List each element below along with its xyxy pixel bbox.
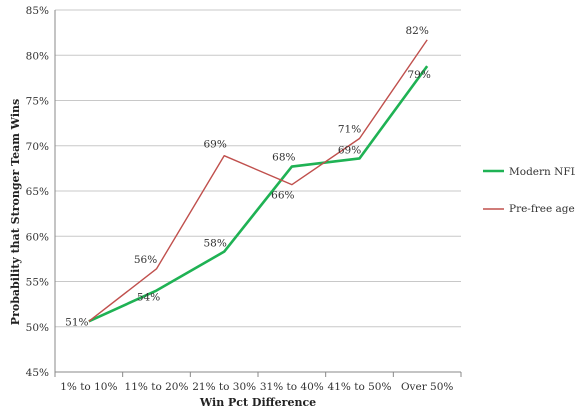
x-tick-label: Over 50% — [401, 381, 453, 393]
data-label: 68% — [272, 152, 295, 164]
legend-label-pre-free-agency: Pre-free agency — [509, 203, 575, 215]
y-tick-label: 50% — [26, 322, 49, 334]
series-lines — [88, 39, 429, 323]
data-label: 66% — [271, 190, 294, 202]
legend-label-modern-nfl: Modern NFL — [509, 166, 575, 178]
series-line-1 — [88, 39, 428, 322]
y-axis-title: Probability that Stronger Team Wins — [9, 99, 22, 325]
gridlines — [55, 9, 461, 373]
data-label: 82% — [405, 25, 428, 37]
series-line-0 — [88, 65, 429, 323]
x-tick-label: 1% to 10% — [60, 381, 117, 393]
y-tick-label: 85% — [26, 5, 49, 17]
data-label: 54% — [137, 292, 160, 304]
x-tick-label: 21% to 30% — [192, 381, 256, 393]
x-tick-label: 31% to 40% — [260, 381, 324, 393]
x-axis-title: Win Pct Difference — [199, 396, 316, 409]
y-tick-label: 45% — [26, 367, 49, 379]
y-tick-label: 55% — [26, 277, 49, 289]
y-tick-label: 70% — [26, 141, 49, 153]
y-tick-label: 65% — [26, 186, 49, 198]
x-tick-label: 11% to 20% — [125, 381, 189, 393]
data-label: 51% — [65, 316, 88, 328]
y-axis-ticks: 45% 50% 55% 60% 65% 70% 75% 80% 85% — [26, 5, 49, 379]
y-tick-label: 80% — [26, 50, 49, 62]
legend: Modern NFL Pre-free agency — [483, 166, 575, 215]
data-label: 58% — [203, 238, 226, 250]
data-label: 71% — [338, 124, 361, 136]
x-tick-label: 41% to 50% — [328, 381, 392, 393]
data-label: 69% — [338, 144, 361, 156]
data-label: 69% — [203, 139, 226, 151]
data-label: 79% — [407, 69, 430, 81]
y-tick-label: 60% — [26, 231, 49, 243]
data-label: 56% — [134, 254, 157, 266]
x-axis — [54, 10, 462, 377]
x-axis-ticks: 1% to 10% 11% to 20% 21% to 30% 31% to 40% 4… — [60, 381, 453, 393]
y-tick-label: 75% — [26, 96, 49, 108]
data-labels: 51% 54% 58% 68% 69% 79% 56% 69% 66% 71% 82% — [65, 25, 431, 328]
